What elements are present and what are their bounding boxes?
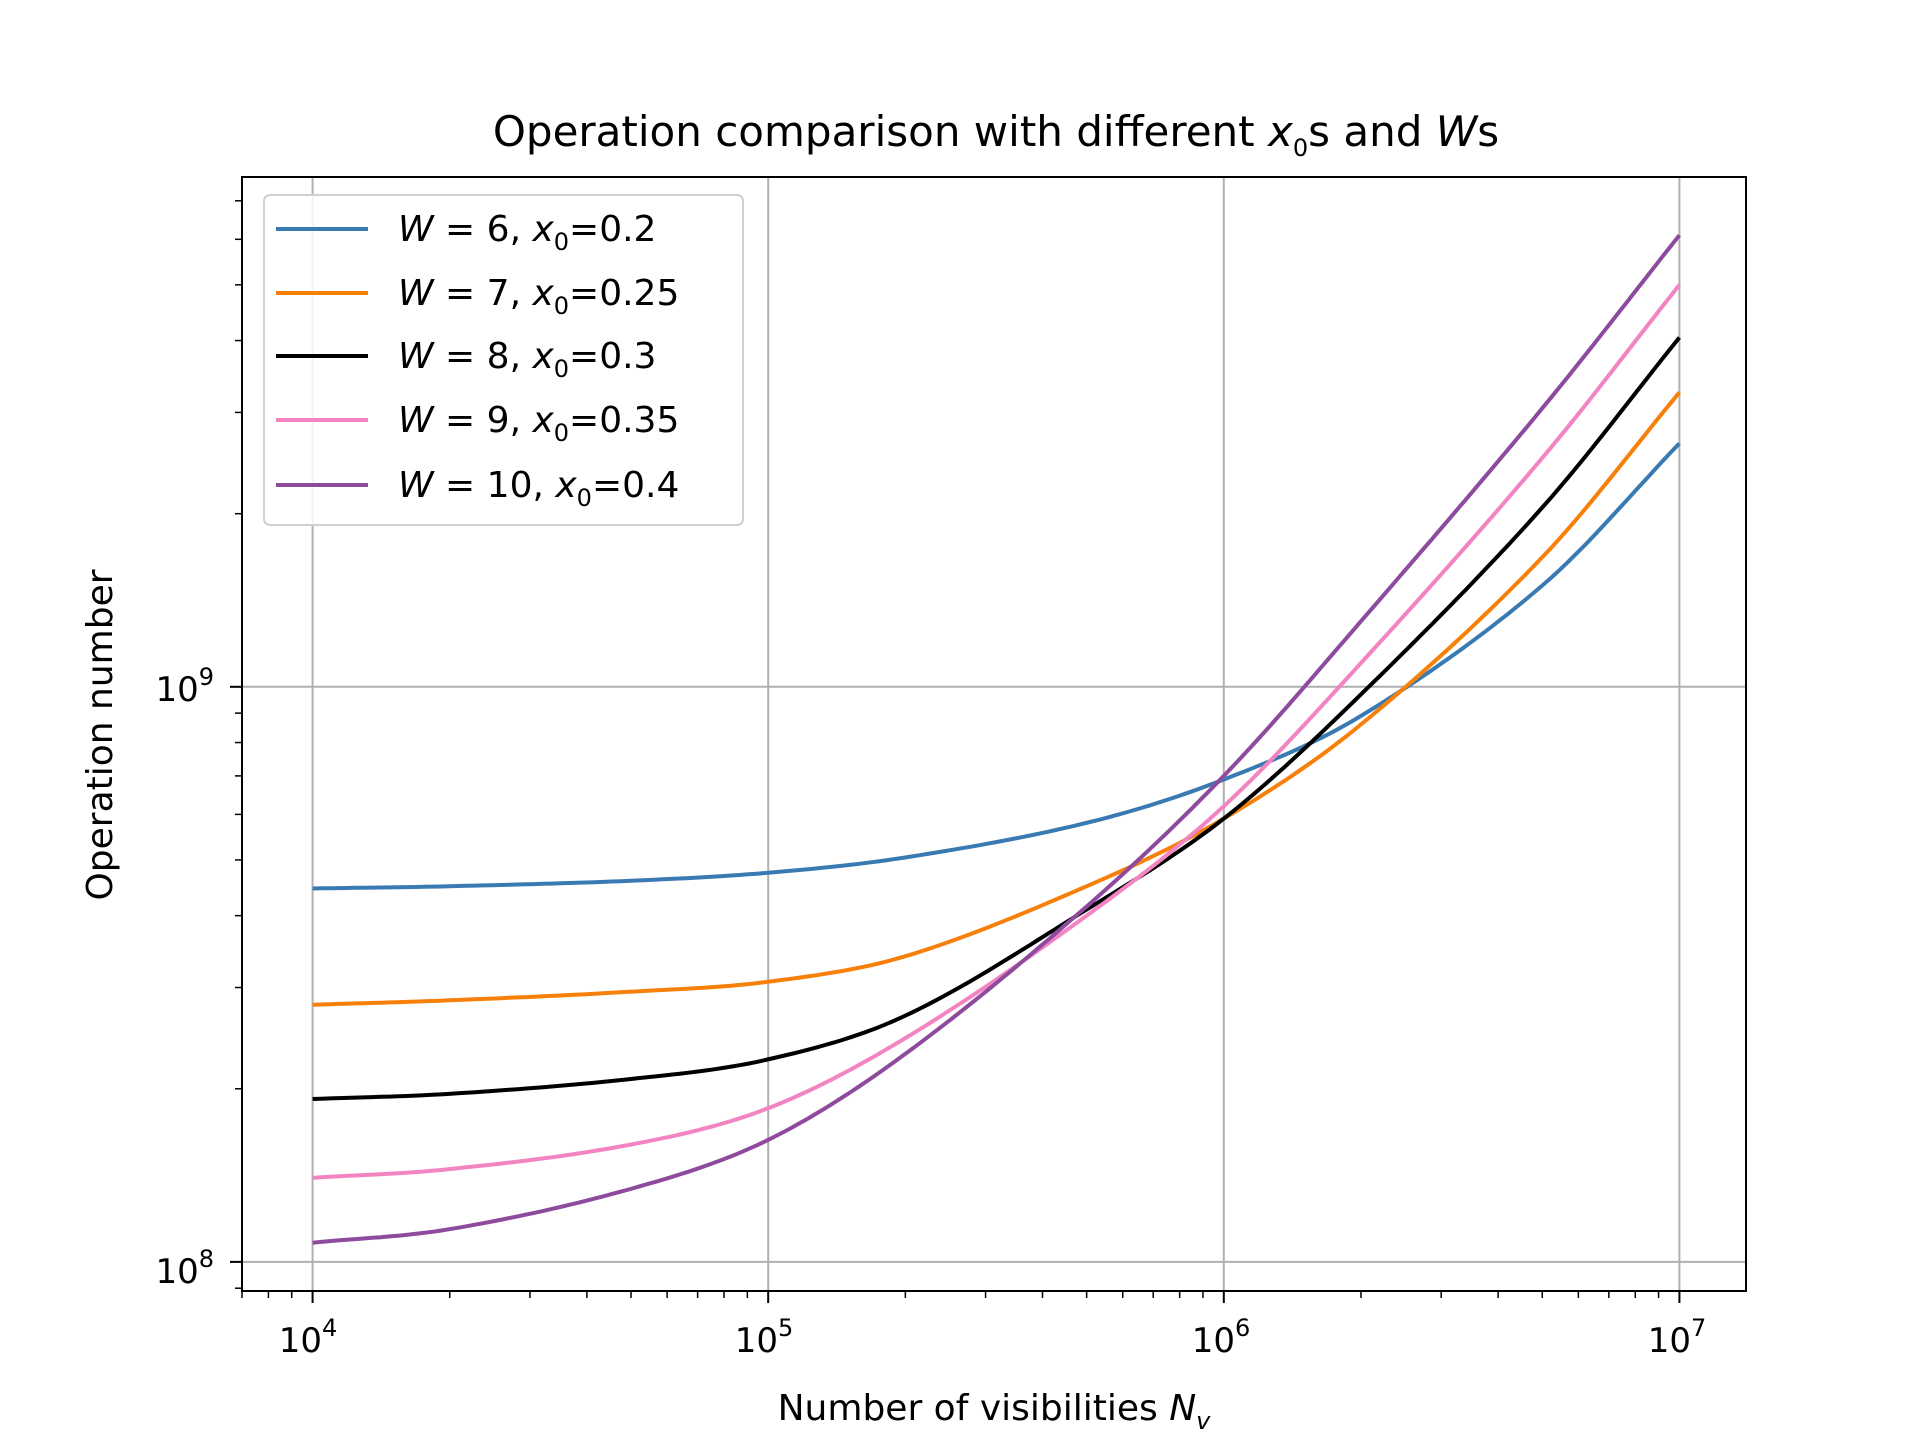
x-axis-label: Number of visibilities Nv bbox=[778, 1388, 1212, 1435]
y-tick-label-1e9: 109 bbox=[155, 663, 214, 710]
legend: W = 6, x0=0.2 W = 7, x0=0.25 W = 8, x0=0… bbox=[263, 194, 744, 526]
y-tick-labels: 108 109 bbox=[155, 663, 214, 1292]
x-tick-labels: 104 105 106 107 bbox=[279, 1314, 1707, 1361]
x-tick-label-1e7: 107 bbox=[1648, 1314, 1707, 1361]
x-tick-label-1e6: 106 bbox=[1192, 1314, 1251, 1361]
legend-box bbox=[263, 194, 744, 526]
legend-entry-5: W = 10, x0=0.4 bbox=[276, 465, 679, 512]
x-tick-label-1e4: 104 bbox=[279, 1314, 338, 1361]
legend-label-4: W = 9, x0=0.35 bbox=[398, 400, 679, 447]
series-line-1 bbox=[312, 442, 1681, 891]
plot-frame bbox=[241, 176, 1747, 1292]
legend-label-5: W = 10, x0=0.4 bbox=[398, 465, 679, 512]
series-lines bbox=[312, 233, 1681, 1245]
legend-label-1: W = 6, x0=0.2 bbox=[398, 209, 656, 256]
chart-title: Operation comparison with different x0s … bbox=[493, 107, 1499, 162]
series-line-2 bbox=[312, 391, 1681, 1007]
legend-entry-1: W = 6, x0=0.2 bbox=[276, 209, 656, 256]
legend-entry-4: W = 9, x0=0.35 bbox=[276, 400, 679, 447]
series-line-5 bbox=[312, 233, 1681, 1245]
series-line-4 bbox=[312, 283, 1681, 1180]
legend-entry-2: W = 7, x0=0.25 bbox=[276, 273, 679, 320]
series-line-3 bbox=[312, 336, 1681, 1101]
axis-ticks bbox=[230, 200, 1681, 1303]
legend-label-2: W = 7, x0=0.25 bbox=[398, 273, 679, 320]
legend-label-3: W = 8, x0=0.3 bbox=[398, 336, 656, 383]
y-axis-label: Operation number bbox=[80, 569, 121, 900]
x-tick-label-1e5: 105 bbox=[735, 1314, 794, 1361]
y-tick-label-1e8: 108 bbox=[155, 1245, 214, 1292]
legend-entry-3: W = 8, x0=0.3 bbox=[276, 336, 656, 383]
